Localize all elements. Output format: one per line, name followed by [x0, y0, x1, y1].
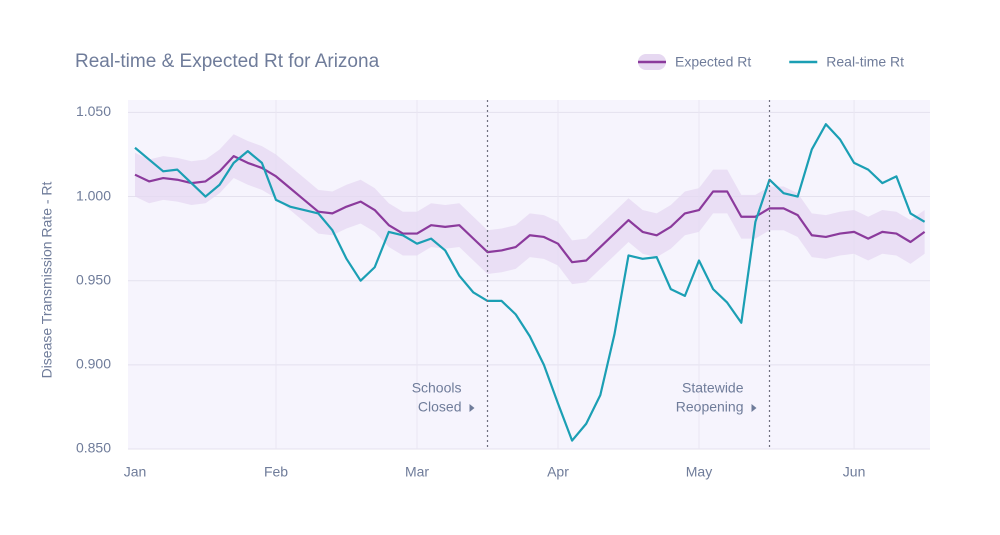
confidence-band: [135, 134, 925, 285]
legend-label: Real-time Rt: [826, 54, 904, 70]
x-tick-label: Feb: [264, 464, 288, 480]
x-tick-label: Mar: [405, 464, 429, 480]
annotation-text: Schools: [412, 380, 462, 396]
annotation-text: Closed: [418, 399, 462, 415]
annotation-text: Statewide: [682, 380, 744, 396]
x-tick-label: Jan: [124, 464, 147, 480]
y-tick-label: 0.900: [76, 356, 111, 372]
x-tick-label: Apr: [547, 464, 569, 480]
chart-title: Real-time & Expected Rt for Arizona: [75, 51, 380, 72]
y-tick-label: 0.950: [76, 271, 111, 287]
x-tick-label: May: [686, 464, 712, 480]
series-line: [134, 155, 926, 264]
annotation-arrow: [469, 404, 475, 412]
annotation-arrow: [751, 404, 757, 412]
y-tick-label: 1.050: [76, 103, 111, 119]
series-line: [134, 123, 926, 442]
x-tick-label: Jun: [843, 464, 866, 480]
y-tick-label: 1.000: [76, 187, 111, 203]
legend-label: Expected Rt: [675, 54, 751, 70]
annotation-text: Reopening: [676, 399, 744, 415]
y-tick-label: 0.850: [76, 440, 111, 456]
y-axis-label: Disease Transmission Rate - Rt: [39, 181, 55, 378]
